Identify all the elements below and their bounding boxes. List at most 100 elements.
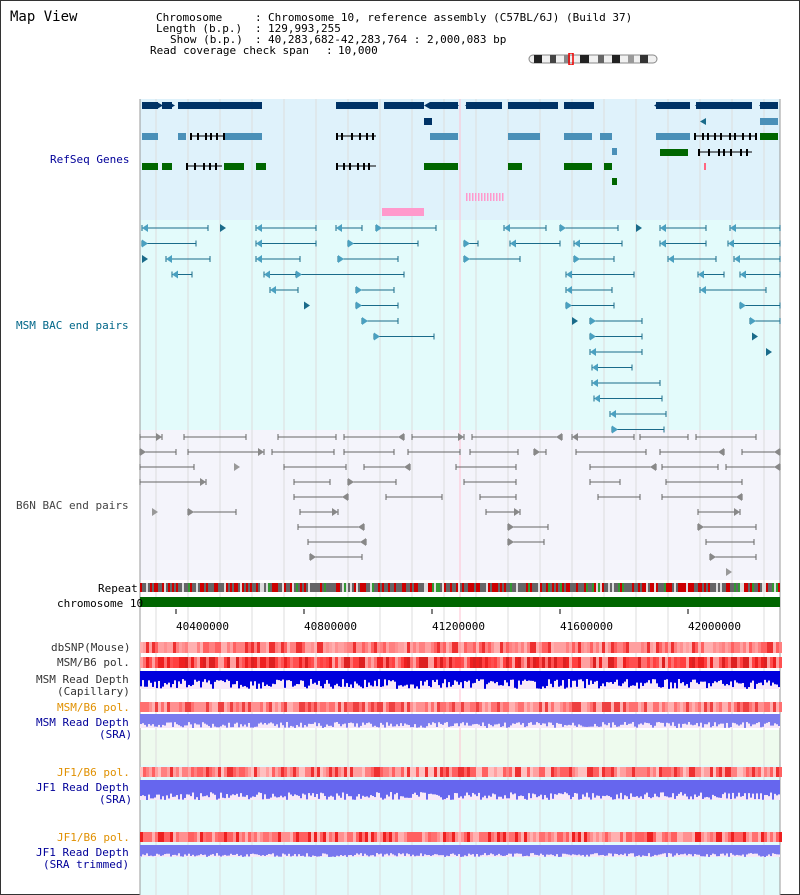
pol-cell[interactable] <box>452 702 455 712</box>
pol-cell[interactable] <box>437 657 440 668</box>
repeat-element[interactable] <box>614 583 616 592</box>
pol-cell[interactable] <box>185 702 188 712</box>
depth-bar[interactable] <box>500 671 502 686</box>
repeat-element[interactable] <box>240 583 242 592</box>
depth-bar[interactable] <box>750 845 752 854</box>
depth-bar[interactable] <box>704 845 706 857</box>
bac-end-arrow[interactable] <box>710 553 716 561</box>
depth-bar[interactable] <box>338 780 340 796</box>
depth-bar[interactable] <box>350 714 352 723</box>
depth-bar[interactable] <box>236 671 238 682</box>
depth-bar[interactable] <box>334 714 336 723</box>
pol-cell[interactable] <box>746 767 749 777</box>
repeat-element[interactable] <box>592 583 594 592</box>
gene-exon[interactable] <box>223 133 225 140</box>
repeat-element[interactable] <box>588 583 590 592</box>
depth-bar[interactable] <box>770 671 772 686</box>
pol-cell[interactable] <box>344 702 347 712</box>
pol-cell[interactable] <box>167 657 170 668</box>
bac-end-arrow[interactable] <box>404 463 410 471</box>
depth-bar[interactable] <box>610 780 612 798</box>
pol-cell[interactable] <box>248 832 251 842</box>
dbsnp-cell[interactable] <box>458 642 461 653</box>
pol-cell[interactable] <box>518 657 521 668</box>
depth-bar[interactable] <box>572 845 574 855</box>
pol-cell[interactable] <box>278 832 281 842</box>
depth-bar[interactable] <box>522 714 524 724</box>
dbsnp-cell[interactable] <box>242 642 245 653</box>
depth-bar[interactable] <box>200 671 202 688</box>
depth-bar[interactable] <box>574 780 576 794</box>
pol-cell[interactable] <box>668 767 671 777</box>
pol-cell[interactable] <box>200 832 203 842</box>
repeat-element[interactable] <box>332 583 334 592</box>
pol-cell[interactable] <box>269 767 272 777</box>
depth-bar[interactable] <box>504 780 506 796</box>
pol-cell[interactable] <box>515 657 518 668</box>
pol-cell[interactable] <box>596 767 599 777</box>
depth-bar[interactable] <box>504 845 506 856</box>
depth-bar[interactable] <box>684 671 686 686</box>
pol-cell[interactable] <box>527 832 530 842</box>
depth-bar[interactable] <box>580 780 582 800</box>
depth-bar[interactable] <box>734 845 736 856</box>
depth-bar[interactable] <box>188 845 190 854</box>
depth-bar[interactable] <box>320 671 322 687</box>
dbsnp-cell[interactable] <box>395 642 398 653</box>
gene-exon[interactable] <box>351 133 353 140</box>
depth-bar[interactable] <box>452 714 454 726</box>
pol-cell[interactable] <box>179 657 182 668</box>
pol-cell[interactable] <box>539 767 542 777</box>
pol-cell[interactable] <box>284 657 287 668</box>
depth-bar[interactable] <box>748 845 750 854</box>
pol-cell[interactable] <box>200 657 203 668</box>
depth-bar[interactable] <box>620 780 622 793</box>
pol-cell[interactable] <box>197 832 200 842</box>
depth-bar[interactable] <box>140 845 142 857</box>
pol-cell[interactable] <box>209 832 212 842</box>
pol-cell[interactable] <box>161 657 164 668</box>
depth-bar[interactable] <box>624 780 626 796</box>
depth-bar[interactable] <box>420 671 422 681</box>
depth-bar[interactable] <box>692 845 694 857</box>
pol-cell[interactable] <box>227 702 230 712</box>
depth-bar[interactable] <box>474 671 476 683</box>
depth-bar[interactable] <box>584 714 586 727</box>
pol-cell[interactable] <box>209 767 212 777</box>
pol-cell[interactable] <box>773 832 776 842</box>
pol-cell[interactable] <box>236 767 239 777</box>
depth-bar[interactable] <box>242 845 244 857</box>
depth-bar[interactable] <box>538 780 540 797</box>
depth-bar[interactable] <box>678 780 680 794</box>
depth-bar[interactable] <box>322 714 324 728</box>
depth-bar[interactable] <box>298 714 300 727</box>
depth-bar[interactable] <box>660 780 662 793</box>
depth-bar[interactable] <box>506 671 508 683</box>
pol-cell[interactable] <box>311 832 314 842</box>
dbsnp-cell[interactable] <box>257 642 260 653</box>
depth-bar[interactable] <box>558 780 560 794</box>
pol-cell[interactable] <box>287 657 290 668</box>
depth-bar[interactable] <box>146 845 148 854</box>
track-label-msm-b6-pol-2[interactable]: MSM/B6 pol. <box>57 701 130 714</box>
dbsnp-cell[interactable] <box>524 642 527 653</box>
depth-bar[interactable] <box>608 714 610 723</box>
depth-bar[interactable] <box>778 780 780 795</box>
depth-bar[interactable] <box>498 714 500 724</box>
depth-bar[interactable] <box>348 780 350 797</box>
pol-cell[interactable] <box>428 702 431 712</box>
depth-bar[interactable] <box>766 671 768 683</box>
depth-bar[interactable] <box>500 845 502 856</box>
pol-cell[interactable] <box>350 767 353 777</box>
pol-cell[interactable] <box>587 832 590 842</box>
pol-cell[interactable] <box>446 832 449 842</box>
repeat-element[interactable] <box>610 583 612 592</box>
repeat-element[interactable] <box>366 583 368 592</box>
depth-bar[interactable] <box>298 780 300 796</box>
repeat-element[interactable] <box>648 583 650 592</box>
depth-bar[interactable] <box>688 714 690 723</box>
gene-exon[interactable] <box>178 102 262 109</box>
pol-cell[interactable] <box>635 702 638 712</box>
depth-bar[interactable] <box>538 671 540 689</box>
track-label-refseq[interactable]: RefSeq Genes <box>50 153 130 166</box>
